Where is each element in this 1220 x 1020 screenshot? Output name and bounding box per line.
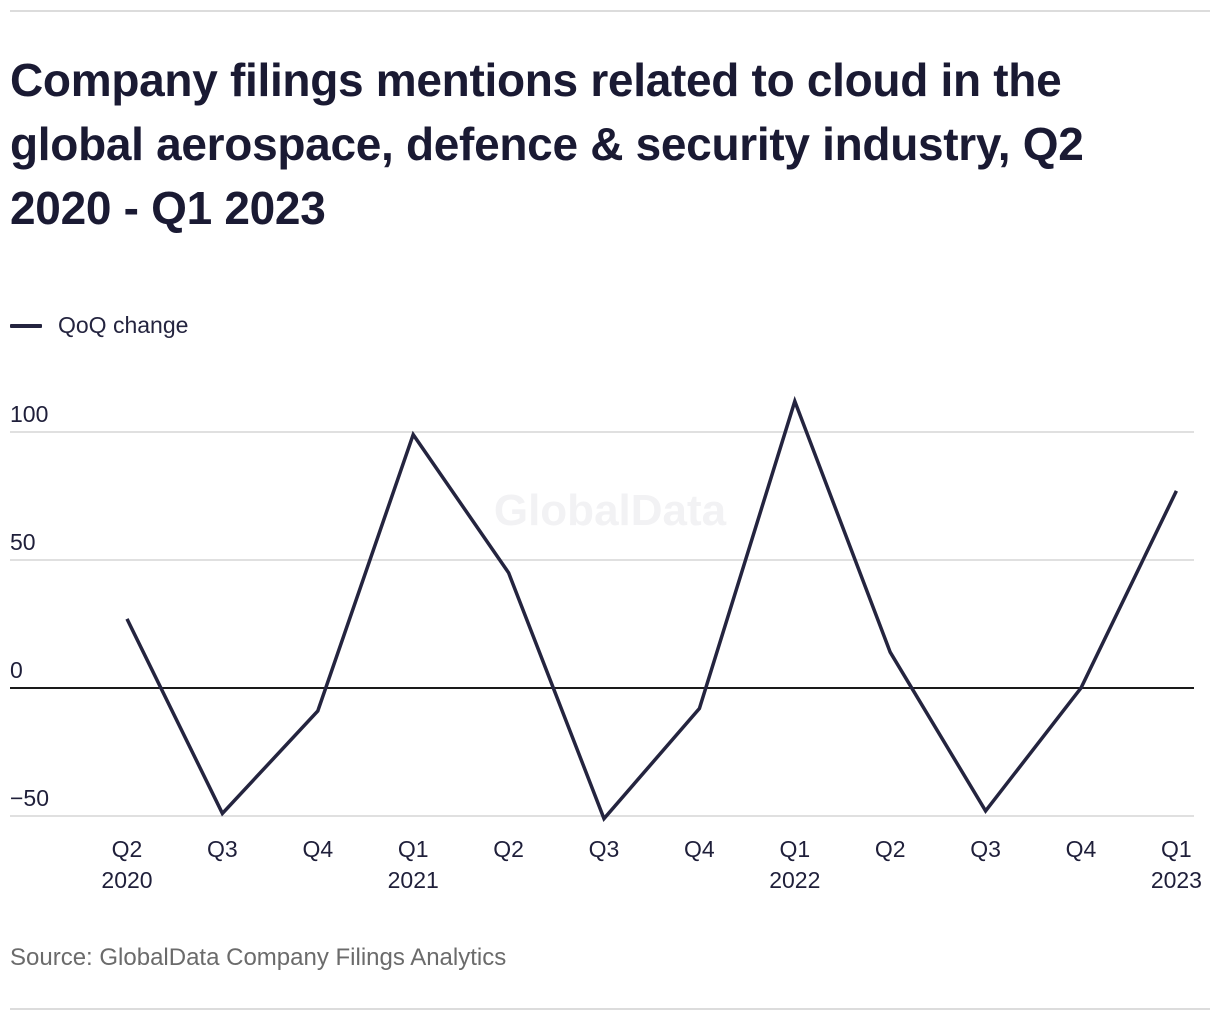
source-note: Source: GlobalData Company Filings Analy… — [10, 944, 507, 971]
series-line-qoq-change — [125, 395, 1178, 822]
x-tick-label: Q2 — [493, 836, 524, 862]
x-tick-label: Q1 — [779, 836, 810, 862]
data-point — [697, 706, 701, 710]
bottom-divider — [10, 1008, 1210, 1010]
legend-label: QoQ change — [58, 312, 189, 338]
x-tick-label: Q1 — [1161, 836, 1192, 862]
x-tick-label: Q2 — [112, 836, 143, 862]
chart-title: Company filings mentions related to clou… — [10, 54, 1084, 234]
x-tick-label: Q4 — [684, 836, 715, 862]
data-point — [984, 809, 988, 813]
line-chart: GlobalData 100 50 0 −50 Q2 2020 Q3 Q4 Q1 2021 Q2 Q3 Q… — [10, 395, 1202, 893]
y-tick-label: 50 — [10, 529, 36, 555]
y-tick-label: −50 — [10, 785, 49, 811]
y-tick-label: 0 — [10, 657, 23, 683]
data-point — [411, 433, 415, 437]
x-tick-label: Q4 — [1066, 836, 1097, 862]
x-tick-year-label: 2020 — [101, 867, 152, 893]
data-point — [1174, 489, 1178, 493]
x-tick-year-label: 2021 — [388, 867, 439, 893]
data-point — [316, 709, 320, 713]
x-tick-label: Q2 — [875, 836, 906, 862]
data-point — [125, 617, 129, 621]
x-tick-year-label: 2022 — [769, 867, 820, 893]
legend-swatch — [10, 323, 42, 328]
data-point — [888, 650, 892, 654]
x-tick-label: Q3 — [970, 836, 1001, 862]
top-divider — [10, 10, 1210, 12]
data-point — [793, 399, 797, 403]
data-point — [220, 811, 224, 815]
legend: QoQ change — [10, 312, 188, 339]
data-point — [1079, 686, 1083, 690]
x-tick-label: Q1 — [398, 836, 429, 862]
x-tick-label: Q3 — [207, 836, 238, 862]
watermark: GlobalData — [494, 486, 727, 535]
data-point — [507, 571, 511, 575]
x-tick-label: Q4 — [302, 836, 333, 862]
x-tick-year-label: 2023 — [1151, 867, 1202, 893]
data-point — [602, 817, 606, 821]
x-tick-label: Q3 — [589, 836, 620, 862]
y-tick-label: 100 — [10, 401, 48, 427]
